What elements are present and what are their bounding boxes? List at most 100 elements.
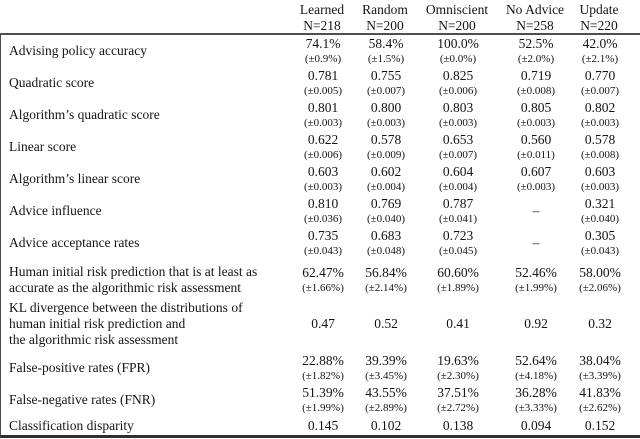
cell-error: (±0.004) [366, 180, 406, 193]
cell-value: 0.769 [370, 195, 402, 211]
row-label-line: Linear score [9, 139, 77, 154]
cell-error: (±2.0%) [517, 52, 555, 65]
value-cell: 0.825 (±0.006) [417, 68, 499, 99]
table-header-row: Learned N=218 Random N=200 Omniscient N=200 No… [0, 0, 640, 35]
value-cell: 0.803 (±0.003) [417, 100, 499, 131]
cell-error: (±0.006) [303, 148, 343, 161]
table-row: False-positive rates (FPR) 22.88% (±1.82%)… [1, 348, 640, 384]
value-cell: 41.83% (±2.62%) [573, 385, 627, 416]
value-cell: 0.92 [499, 316, 573, 332]
cell-value: 0.305 [584, 227, 616, 243]
value-cell: 0.810 (±0.036) [291, 196, 355, 227]
table-row: Linear score 0.622 (±0.006) 0.578 (±0.009) 0.… [1, 131, 640, 163]
value-cell: 38.04% (±3.39%) [573, 353, 627, 384]
row-label-line: KL divergence between the distributions … [9, 300, 243, 315]
value-cell: 0.801 (±0.003) [291, 100, 355, 131]
value-cell: 100.0% (±0.0%) [417, 36, 499, 67]
row-label-line: Algorithm’s linear score [9, 171, 141, 186]
value-cell: 0.653 (±0.007) [417, 132, 499, 163]
cell-error: (±0.003) [303, 116, 343, 129]
row-label-line: Quadratic score [9, 75, 95, 90]
table-row: Classification disparity 0.145 0.102 0.138 0… [1, 416, 640, 435]
value-cell: 0.41 [417, 316, 499, 332]
row-label: Quadratic score [1, 75, 291, 91]
cell-value: – [532, 235, 540, 250]
cell-error: (±0.003) [516, 180, 556, 193]
cell-error: (±2.89%) [365, 401, 407, 414]
cell-value: – [532, 203, 540, 218]
table-row: Advice influence 0.810 (±0.036) 0.769 (±0.04… [1, 195, 640, 227]
cell-error: (±0.040) [366, 212, 406, 225]
value-cell: 52.64% (±4.18%) [499, 353, 573, 384]
value-cell: 39.39% (±3.45%) [355, 353, 417, 384]
column-title: Omniscient [425, 2, 489, 17]
column-title: Random [362, 2, 408, 17]
cell-error: (±2.14%) [365, 281, 407, 294]
table-row: KL divergence between the distributions … [1, 296, 640, 348]
value-cell: 37.51% (±2.72%) [417, 385, 499, 416]
value-cell: 0.683 (±0.048) [355, 228, 417, 259]
cell-value: 0.607 [520, 163, 552, 179]
value-cell: 0.52 [355, 316, 417, 332]
value-cell: 0.607 (±0.003) [499, 164, 573, 195]
cell-value: 0.802 [584, 99, 616, 115]
value-cell: 0.602 (±0.004) [355, 164, 417, 195]
value-cell: 0.802 (±0.003) [573, 100, 627, 131]
column-sample-size: N=200 [438, 17, 476, 33]
value-cell: 0.769 (±0.040) [355, 196, 417, 227]
cell-value: 0.781 [307, 67, 339, 83]
value-cell: 0.719 (±0.008) [499, 68, 573, 99]
cell-error: (±0.008) [580, 148, 620, 161]
row-label-line: Classification disparity [9, 417, 134, 433]
value-cell: 0.145 [291, 418, 355, 434]
cell-error: (±0.003) [580, 116, 620, 129]
cell-value: 0.578 [370, 131, 402, 147]
cell-value: 0.603 [584, 163, 616, 179]
value-cell: – [499, 235, 573, 251]
cell-error: (±0.9%) [304, 52, 342, 65]
row-label: False-positive rates (FPR) [1, 360, 291, 376]
row-label-line: human initial risk prediction and [9, 316, 186, 331]
row-label: KL divergence between the distributions … [1, 300, 291, 348]
cell-value: 100.0% [437, 35, 479, 51]
row-label-line: Advising policy accuracy [9, 43, 147, 58]
cell-error: (±0.043) [303, 244, 343, 257]
cell-value: 0.560 [520, 131, 552, 147]
cell-value: 0.801 [307, 99, 339, 115]
cell-error: (±0.043) [580, 244, 620, 257]
column-title: No Advice [505, 2, 565, 17]
cell-value: 0.805 [520, 99, 552, 115]
value-cell: – [499, 203, 573, 219]
cell-value: 0.47 [311, 316, 335, 331]
value-cell: 62.47% (±1.66%) [291, 265, 355, 296]
table-row: Human initial risk prediction that is at… [1, 259, 640, 296]
cell-value: 0.683 [370, 227, 402, 243]
cell-error: (±0.0%) [439, 52, 477, 65]
cell-error: (±0.004) [438, 180, 478, 193]
cell-value: 0.723 [442, 227, 474, 243]
value-cell: 0.47 [291, 316, 355, 332]
cell-value: 58.00% [579, 264, 621, 280]
cell-value: 43.55% [365, 384, 407, 400]
cell-error: (±0.036) [303, 212, 343, 225]
value-cell: 19.63% (±2.30%) [417, 353, 499, 384]
row-label: Algorithm’s linear score [1, 171, 291, 187]
cell-value: 58.4% [368, 35, 404, 51]
cell-value: 74.1% [305, 35, 341, 51]
cell-value: 52.5% [518, 35, 554, 51]
cell-value: 19.63% [437, 352, 479, 368]
cell-error: (±0.003) [580, 180, 620, 193]
row-label: False-negative rates (FNR) [1, 392, 291, 408]
cell-error: (±0.003) [516, 116, 556, 129]
value-cell: 0.805 (±0.003) [499, 100, 573, 131]
cell-error: (±0.040) [580, 212, 620, 225]
cell-error: (±0.041) [438, 212, 478, 225]
cell-value: 0.92 [524, 316, 548, 331]
value-cell: 43.55% (±2.89%) [355, 385, 417, 416]
cell-error: (±1.5%) [367, 52, 405, 65]
column-header: Random N=200 [354, 2, 416, 33]
row-label-line: Advice influence [9, 203, 102, 218]
cell-value: 0.102 [370, 417, 402, 433]
value-cell: 0.723 (±0.045) [417, 228, 499, 259]
